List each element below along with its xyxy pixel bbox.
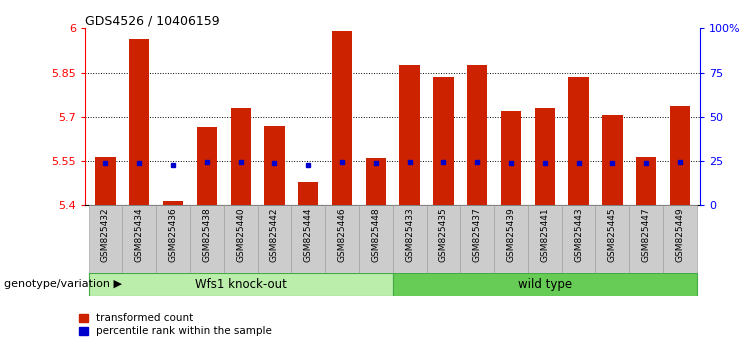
Bar — [433, 77, 453, 205]
Text: GSM825449: GSM825449 — [676, 207, 685, 262]
Bar — [596, 205, 629, 274]
Bar — [460, 205, 494, 274]
Text: GSM825442: GSM825442 — [270, 207, 279, 262]
Bar — [196, 127, 217, 205]
Text: GSM825436: GSM825436 — [168, 207, 178, 262]
Text: GSM825444: GSM825444 — [304, 207, 313, 262]
Bar — [528, 205, 562, 274]
Bar — [366, 158, 386, 205]
Bar — [156, 205, 190, 274]
Legend: transformed count, percentile rank within the sample: transformed count, percentile rank withi… — [79, 313, 272, 336]
Text: GSM825445: GSM825445 — [608, 207, 617, 262]
Bar — [89, 205, 122, 274]
Text: GSM825447: GSM825447 — [642, 207, 651, 262]
Text: GSM825448: GSM825448 — [371, 207, 380, 262]
Bar — [568, 77, 589, 205]
Bar — [258, 205, 291, 274]
Bar — [636, 156, 657, 205]
Bar — [359, 205, 393, 274]
Text: GSM825433: GSM825433 — [405, 207, 414, 262]
Bar — [325, 205, 359, 274]
Bar — [535, 108, 555, 205]
Bar — [163, 201, 183, 205]
Bar — [393, 273, 697, 296]
Text: wild type: wild type — [518, 278, 572, 291]
Bar — [332, 31, 352, 205]
Bar — [291, 205, 325, 274]
Text: GSM825435: GSM825435 — [439, 207, 448, 262]
Bar — [129, 39, 150, 205]
Text: GSM825440: GSM825440 — [236, 207, 245, 262]
Bar — [427, 205, 460, 274]
Bar — [230, 108, 250, 205]
Bar — [602, 115, 622, 205]
Bar — [670, 107, 690, 205]
Bar — [122, 205, 156, 274]
Bar — [501, 111, 521, 205]
Text: GSM825439: GSM825439 — [507, 207, 516, 262]
Bar — [89, 273, 393, 296]
Text: GSM825441: GSM825441 — [540, 207, 549, 262]
Text: GSM825432: GSM825432 — [101, 207, 110, 262]
Text: GSM825438: GSM825438 — [202, 207, 211, 262]
Bar — [399, 65, 419, 205]
Text: GSM825434: GSM825434 — [135, 207, 144, 262]
Text: genotype/variation ▶: genotype/variation ▶ — [4, 279, 122, 289]
Text: GDS4526 / 10406159: GDS4526 / 10406159 — [85, 14, 220, 27]
Bar — [190, 205, 224, 274]
Text: GSM825443: GSM825443 — [574, 207, 583, 262]
Bar — [265, 126, 285, 205]
Bar — [629, 205, 663, 274]
Text: GSM825437: GSM825437 — [473, 207, 482, 262]
Bar — [562, 205, 596, 274]
Text: GSM825446: GSM825446 — [338, 207, 347, 262]
Bar — [393, 205, 427, 274]
Bar — [96, 156, 116, 205]
Bar — [224, 205, 258, 274]
Bar — [494, 205, 528, 274]
Bar — [663, 205, 697, 274]
Bar — [298, 182, 319, 205]
Bar — [467, 65, 488, 205]
Text: Wfs1 knock-out: Wfs1 knock-out — [195, 278, 287, 291]
